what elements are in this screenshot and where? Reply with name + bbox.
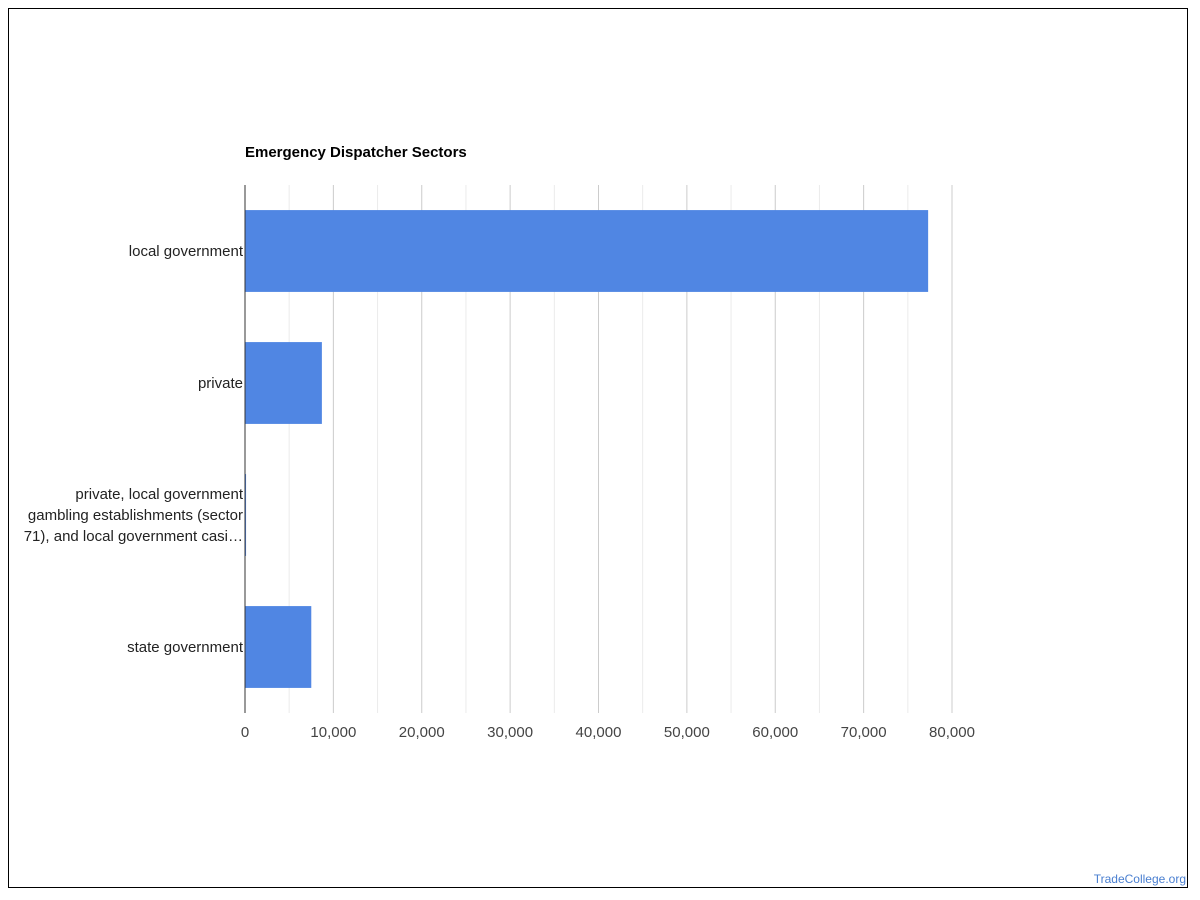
- x-tick-label: 50,000: [664, 724, 710, 741]
- x-tick-label: 20,000: [399, 724, 445, 741]
- chart-title: Emergency Dispatcher Sectors: [245, 144, 467, 161]
- x-tick-label: 80,000: [929, 724, 975, 741]
- category-labels: local government private private, local go…: [24, 243, 244, 656]
- category-label: private, local government: [75, 486, 243, 503]
- x-tick-labels: 0 10,000 20,000 30,000 40,000 50,000 60,000 70,…: [241, 724, 975, 741]
- bar: [245, 342, 322, 424]
- category-label: 71), and local government casi…: [24, 528, 243, 545]
- x-tick-label: 10,000: [310, 724, 356, 741]
- category-label: gambling establishments (sector: [28, 507, 243, 524]
- category-label: private: [198, 375, 243, 392]
- bars: [245, 210, 929, 688]
- category-label: state government: [127, 639, 244, 656]
- x-tick-label: 30,000: [487, 724, 533, 741]
- bar: [245, 210, 929, 292]
- bar: [245, 606, 312, 688]
- x-tick-label: 60,000: [752, 724, 798, 741]
- watermark-text: TradeCollege.org: [1093, 872, 1186, 886]
- x-tick-label: 70,000: [841, 724, 887, 741]
- x-tick-label: 40,000: [576, 724, 622, 741]
- category-label: local government: [129, 243, 244, 260]
- bar: [245, 474, 247, 556]
- x-tick-label: 0: [241, 724, 249, 741]
